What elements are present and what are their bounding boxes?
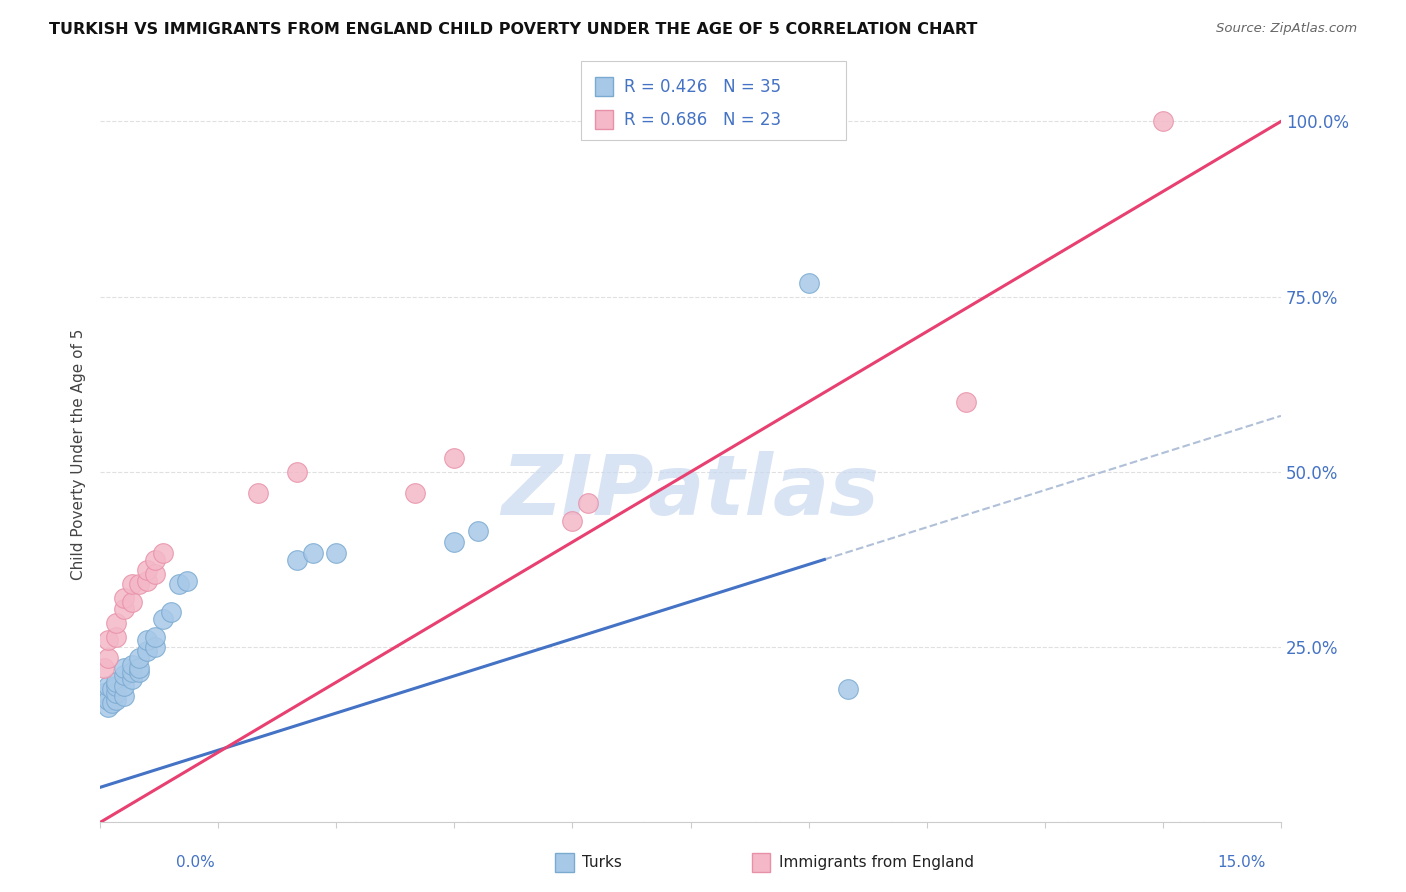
Point <box>104 692 127 706</box>
Point <box>325 545 347 559</box>
Point <box>152 545 174 559</box>
Point <box>97 679 120 693</box>
Text: ZIPatlas: ZIPatlas <box>502 450 880 532</box>
Point <box>104 615 127 630</box>
Point <box>143 640 166 654</box>
Text: Source: ZipAtlas.com: Source: ZipAtlas.com <box>1216 22 1357 36</box>
Point <box>121 672 143 686</box>
Point <box>167 577 190 591</box>
Point <box>121 657 143 672</box>
Point <box>104 675 127 690</box>
Point <box>576 496 599 510</box>
Text: R = 0.426   N = 35: R = 0.426 N = 35 <box>624 78 782 95</box>
Point <box>112 668 135 682</box>
Point <box>301 545 323 559</box>
Point <box>467 524 489 539</box>
Point <box>136 563 159 577</box>
Point <box>97 692 120 706</box>
Point <box>128 665 150 679</box>
Point <box>112 661 135 675</box>
Point <box>160 605 183 619</box>
Text: TURKISH VS IMMIGRANTS FROM ENGLAND CHILD POVERTY UNDER THE AGE OF 5 CORRELATION : TURKISH VS IMMIGRANTS FROM ENGLAND CHILD… <box>49 22 977 37</box>
Point <box>404 486 426 500</box>
Point <box>112 591 135 605</box>
Point <box>104 630 127 644</box>
Point <box>136 633 159 648</box>
Point <box>143 552 166 566</box>
Point <box>443 535 465 549</box>
Text: R = 0.686   N = 23: R = 0.686 N = 23 <box>624 111 782 128</box>
Point <box>136 574 159 588</box>
Point <box>97 699 120 714</box>
Point <box>128 661 150 675</box>
Point <box>136 643 159 657</box>
Text: 15.0%: 15.0% <box>1218 855 1265 870</box>
Point <box>128 650 150 665</box>
Point <box>837 682 859 697</box>
Text: Turks: Turks <box>582 855 621 870</box>
Point <box>93 661 115 675</box>
Point <box>112 679 135 693</box>
Point <box>97 633 120 648</box>
Point <box>797 276 820 290</box>
Point <box>443 450 465 465</box>
Point <box>143 566 166 581</box>
Point <box>93 686 115 700</box>
Y-axis label: Child Poverty Under the Age of 5: Child Poverty Under the Age of 5 <box>72 328 86 580</box>
Point <box>176 574 198 588</box>
Point <box>285 465 308 479</box>
Point <box>112 690 135 704</box>
Point <box>97 650 120 665</box>
Text: 0.0%: 0.0% <box>176 855 215 870</box>
Point <box>101 696 124 710</box>
Point <box>101 682 124 697</box>
Point <box>152 612 174 626</box>
Point <box>121 577 143 591</box>
Point <box>104 679 127 693</box>
Point <box>121 594 143 608</box>
Point <box>285 552 308 566</box>
Point <box>112 601 135 615</box>
Point <box>121 665 143 679</box>
Point <box>128 577 150 591</box>
Text: Immigrants from England: Immigrants from England <box>779 855 974 870</box>
Point <box>143 630 166 644</box>
Point <box>246 486 269 500</box>
Point <box>1152 114 1174 128</box>
Point <box>561 514 583 528</box>
Point <box>104 686 127 700</box>
Point <box>955 394 977 409</box>
